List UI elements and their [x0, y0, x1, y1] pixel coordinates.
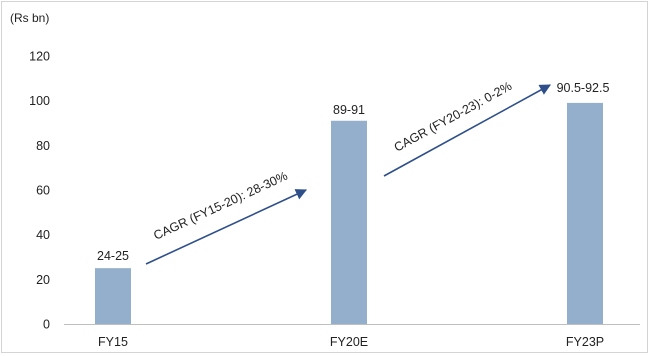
data-label: 90.5-92.5 — [557, 81, 610, 95]
y-tick-label: 40 — [36, 228, 50, 242]
bar — [95, 268, 131, 324]
y-tick-label: 80 — [36, 139, 50, 153]
y-tick-label: 60 — [36, 184, 50, 198]
cagr-annotation-label: CAGR (FY15-20): 28-30% — [151, 169, 289, 243]
bar — [331, 120, 367, 325]
data-label: 24-25 — [97, 249, 129, 263]
x-tick-label: FY15 — [98, 335, 128, 349]
x-tick-label: FY23P — [566, 335, 604, 349]
y-tick-label: 100 — [29, 94, 50, 108]
y-axis-unit-label: (Rs bn) — [10, 11, 49, 25]
data-labels: 24-25 89-91 90.5-92.5 — [97, 81, 609, 263]
data-label: 89-91 — [333, 103, 365, 117]
bars — [95, 102, 603, 325]
y-tick-label: 0 — [43, 318, 50, 332]
cagr-annotation-label: CAGR (FY20-23): 0-2% — [392, 79, 514, 155]
y-tick-label: 20 — [36, 273, 50, 287]
cagr-arrow — [383, 84, 551, 177]
x-tick-label: FY20E — [330, 335, 368, 349]
bar — [567, 102, 603, 325]
y-axis-ticks: 0 20 40 60 80 100 120 — [29, 50, 50, 332]
y-tick-label: 120 — [29, 50, 50, 64]
cagr-arrow — [145, 189, 308, 265]
x-axis-ticks: FY15 FY20E FY23P — [98, 335, 604, 349]
